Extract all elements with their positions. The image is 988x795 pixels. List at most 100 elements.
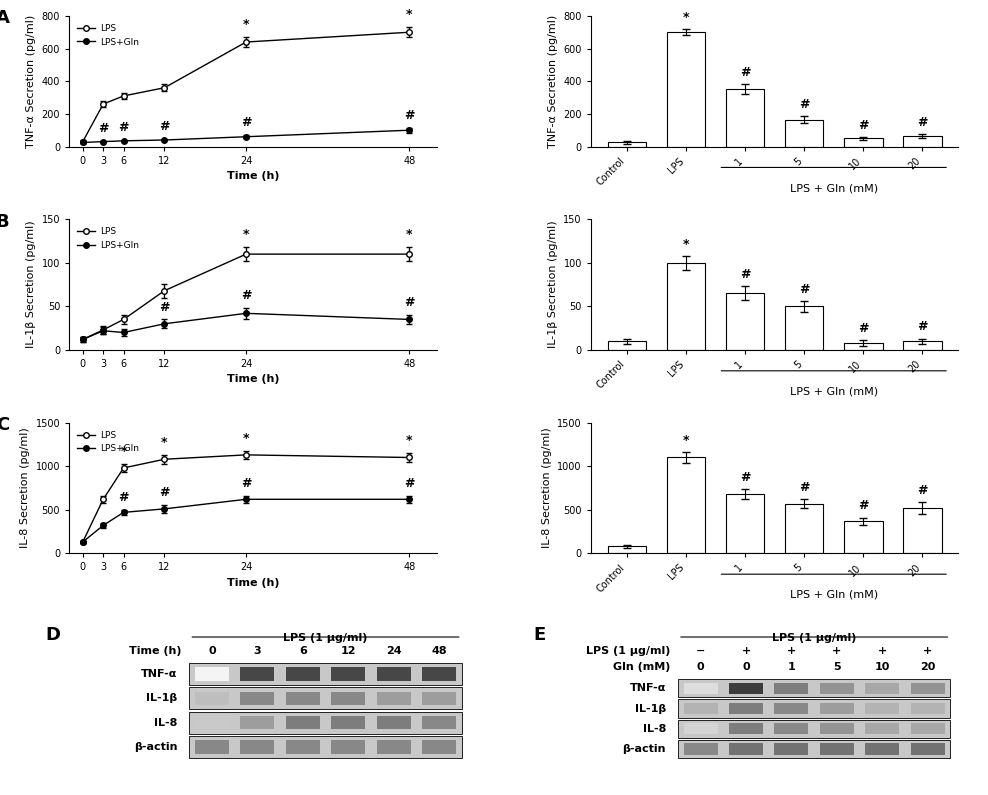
Bar xyxy=(911,703,945,714)
Y-axis label: TNF-α Secretion (pg/ml): TNF-α Secretion (pg/ml) xyxy=(26,14,37,148)
Bar xyxy=(684,703,717,714)
Text: IL-8: IL-8 xyxy=(642,723,666,734)
Bar xyxy=(286,692,320,705)
Text: #: # xyxy=(740,471,750,483)
Bar xyxy=(865,683,899,694)
Y-axis label: IL-8 Secretion (pg/ml): IL-8 Secretion (pg/ml) xyxy=(20,428,30,549)
Text: 20: 20 xyxy=(920,662,936,673)
Text: IL-1β: IL-1β xyxy=(146,693,177,704)
Bar xyxy=(422,716,456,729)
Text: 6: 6 xyxy=(299,646,306,656)
Bar xyxy=(195,716,229,729)
Bar xyxy=(331,740,366,754)
Text: 0: 0 xyxy=(208,646,215,656)
Text: #: # xyxy=(404,297,415,309)
Legend: LPS, LPS+Gln: LPS, LPS+Gln xyxy=(74,21,142,50)
Bar xyxy=(775,703,808,714)
Bar xyxy=(195,692,229,705)
Text: +: + xyxy=(741,646,751,656)
Bar xyxy=(608,341,646,350)
Bar xyxy=(240,740,275,754)
Text: −: − xyxy=(696,646,705,656)
Text: LPS (1 μg/ml): LPS (1 μg/ml) xyxy=(284,633,368,643)
Bar xyxy=(775,743,808,754)
Bar xyxy=(331,716,366,729)
Legend: LPS, LPS+Gln: LPS, LPS+Gln xyxy=(74,427,142,457)
Bar xyxy=(729,743,763,754)
Text: B: B xyxy=(0,213,9,231)
Bar xyxy=(195,740,229,754)
Bar xyxy=(240,692,275,705)
Text: Gln (mM): Gln (mM) xyxy=(613,662,670,673)
Bar xyxy=(865,723,899,735)
Bar xyxy=(911,743,945,754)
Bar xyxy=(331,667,366,681)
Y-axis label: IL-1β Secretion (pg/ml): IL-1β Secretion (pg/ml) xyxy=(547,221,558,348)
Text: IL-8: IL-8 xyxy=(154,718,177,727)
Bar xyxy=(190,736,461,758)
Bar xyxy=(190,663,461,684)
Bar xyxy=(844,138,882,146)
Bar xyxy=(608,142,646,146)
Text: 10: 10 xyxy=(874,662,890,673)
Bar xyxy=(820,683,854,694)
Text: #: # xyxy=(404,109,415,122)
Text: 0: 0 xyxy=(697,662,704,673)
Bar xyxy=(240,716,275,729)
Text: *: * xyxy=(243,18,249,31)
Text: #: # xyxy=(858,118,868,131)
Bar xyxy=(785,306,823,350)
X-axis label: Time (h): Time (h) xyxy=(226,171,280,181)
Text: *: * xyxy=(243,228,249,241)
Text: #: # xyxy=(159,486,170,498)
Bar xyxy=(865,703,899,714)
Bar xyxy=(667,263,705,350)
Text: #: # xyxy=(241,116,251,130)
Text: 12: 12 xyxy=(341,646,356,656)
Text: #: # xyxy=(119,491,128,504)
Text: #: # xyxy=(159,120,170,134)
Text: IL-1β: IL-1β xyxy=(634,704,666,713)
Bar xyxy=(785,504,823,553)
Text: *: * xyxy=(406,228,413,241)
Text: 1: 1 xyxy=(787,662,795,673)
X-axis label: Time (h): Time (h) xyxy=(226,578,280,588)
Text: LPS + Gln (mM): LPS + Gln (mM) xyxy=(789,386,877,397)
Bar xyxy=(376,667,411,681)
Bar xyxy=(376,716,411,729)
Text: LPS + Gln (mM): LPS + Gln (mM) xyxy=(789,590,877,600)
Bar xyxy=(820,723,854,735)
Text: *: * xyxy=(161,436,168,449)
Bar xyxy=(422,740,456,754)
Text: TNF-α: TNF-α xyxy=(629,683,666,693)
Bar xyxy=(903,341,942,350)
Bar xyxy=(726,89,765,146)
Bar xyxy=(376,692,411,705)
Bar xyxy=(911,723,945,735)
Bar xyxy=(729,703,763,714)
Bar xyxy=(678,740,950,758)
Text: *: * xyxy=(683,434,690,447)
Text: +: + xyxy=(786,646,796,656)
Bar xyxy=(785,119,823,146)
Text: #: # xyxy=(159,301,170,313)
Bar xyxy=(195,667,229,681)
Text: #: # xyxy=(241,289,251,302)
Y-axis label: IL-1β Secretion (pg/ml): IL-1β Secretion (pg/ml) xyxy=(26,221,37,348)
Bar xyxy=(775,723,808,735)
Text: 24: 24 xyxy=(385,646,401,656)
Text: 5: 5 xyxy=(833,662,841,673)
Text: D: D xyxy=(45,626,60,644)
Bar xyxy=(903,508,942,553)
Text: #: # xyxy=(858,499,868,512)
Bar xyxy=(684,743,717,754)
Text: +: + xyxy=(923,646,933,656)
Text: LPS (1 μg/ml): LPS (1 μg/ml) xyxy=(586,646,670,656)
Bar xyxy=(286,740,320,754)
Text: 3: 3 xyxy=(254,646,261,656)
Text: C: C xyxy=(0,416,9,434)
Bar xyxy=(286,667,320,681)
Text: #: # xyxy=(241,477,251,490)
Bar xyxy=(865,743,899,754)
Text: #: # xyxy=(858,322,868,335)
